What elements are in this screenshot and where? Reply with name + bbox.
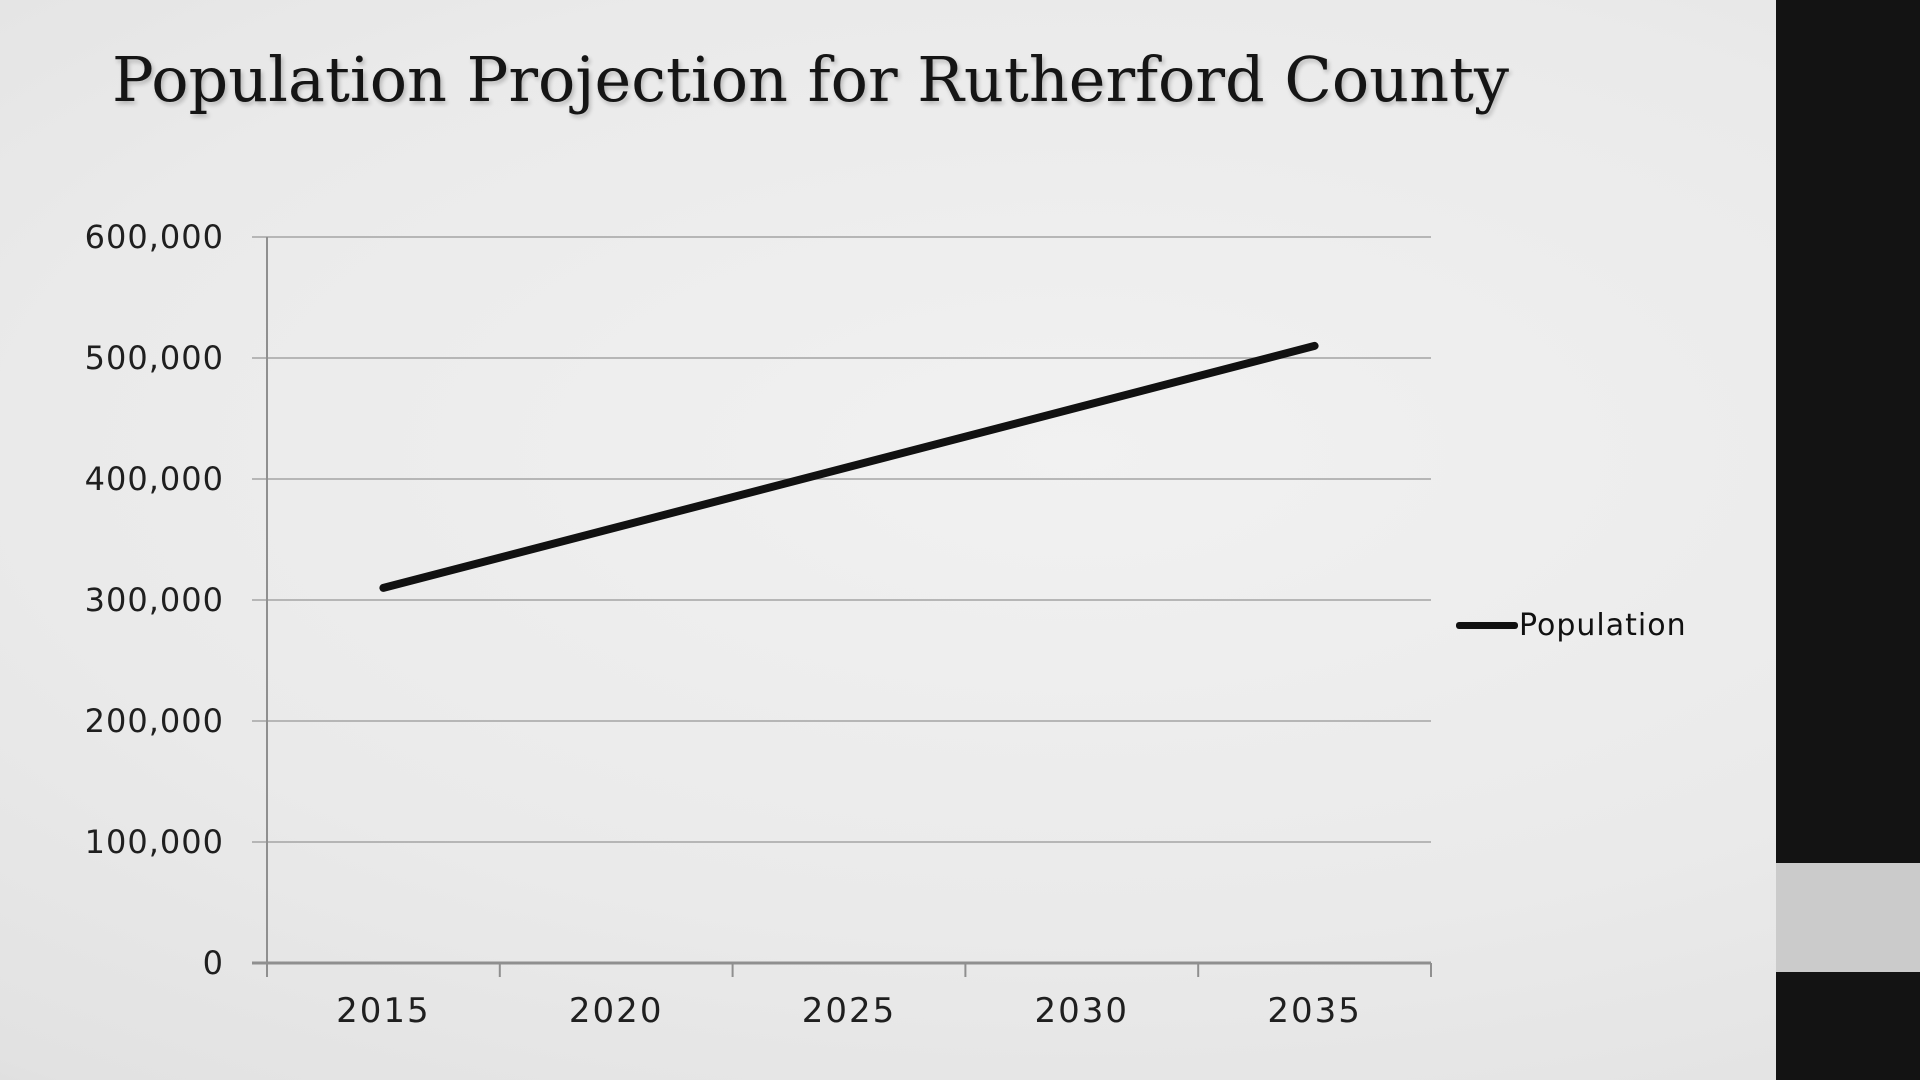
series-line-population: [379, 341, 1319, 592]
y-axis-tick-label: 400,000: [85, 460, 224, 498]
y-axis-tick-label: 500,000: [85, 339, 224, 377]
y-axis-tick-label: 100,000: [85, 823, 224, 861]
y-axis-tick-label: 0: [203, 944, 224, 982]
legend-series-label: Population: [1519, 607, 1687, 643]
x-axis-tick-label: 2015: [336, 991, 431, 1031]
x-axis-tick-label: 2035: [1267, 991, 1362, 1031]
slide-title: Population Projection for Rutherford Cou…: [112, 43, 1509, 116]
x-axis-tick-label: 2025: [802, 991, 897, 1031]
gray-accent-block: [1776, 863, 1920, 972]
y-axis-tick-label: 200,000: [85, 702, 224, 740]
legend-line-icon: [1456, 621, 1518, 629]
chart-legend: Population: [1456, 603, 1687, 647]
x-axis-tick-label: 2030: [1035, 991, 1130, 1031]
x-axis-tick-label: 2020: [569, 991, 664, 1031]
y-axis-tick-label: 600,000: [85, 218, 224, 256]
right-black-bar: [1776, 0, 1920, 1080]
y-axis-tick-label: 300,000: [85, 581, 224, 619]
